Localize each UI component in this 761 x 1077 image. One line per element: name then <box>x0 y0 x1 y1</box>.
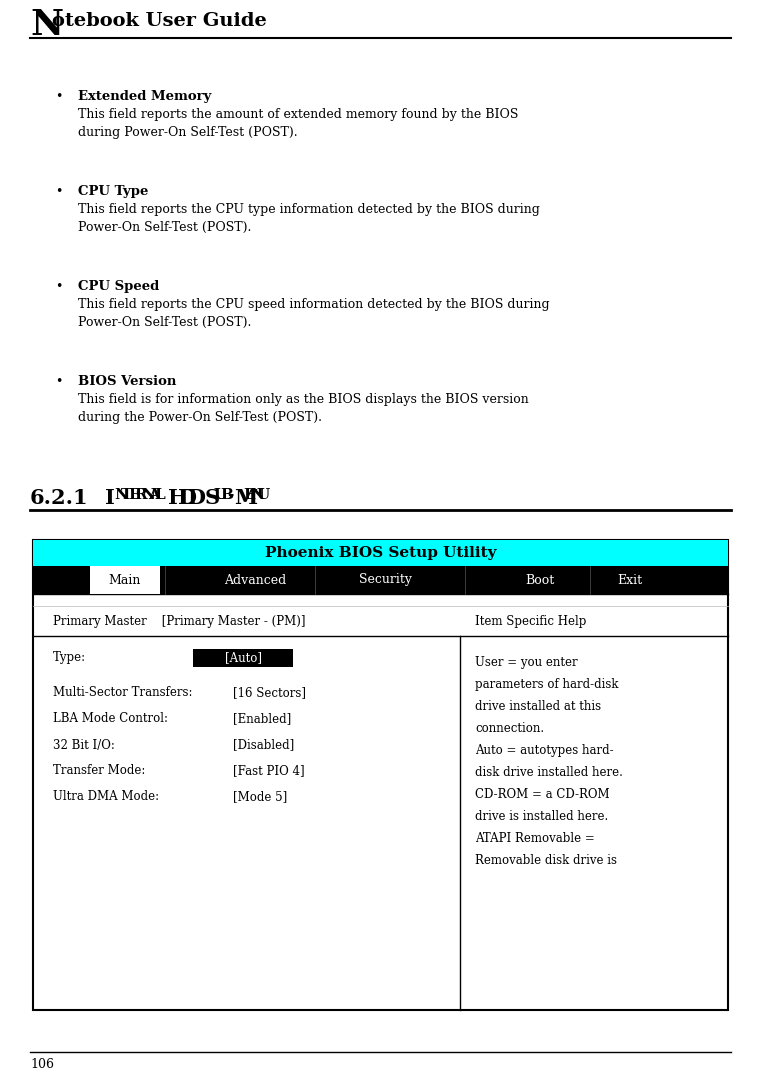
Text: Ultra DMA Mode:: Ultra DMA Mode: <box>53 791 159 803</box>
Text: Boot: Boot <box>525 573 555 587</box>
Text: This field is for information only as the BIOS displays the BIOS version: This field is for information only as th… <box>78 393 529 406</box>
Text: BIOS Version: BIOS Version <box>78 375 177 388</box>
Text: CPU Speed: CPU Speed <box>78 280 159 293</box>
Text: connection.: connection. <box>475 722 544 735</box>
Text: Removable disk drive is: Removable disk drive is <box>475 854 617 867</box>
Text: R: R <box>135 488 147 502</box>
Text: [Mode 5]: [Mode 5] <box>233 791 287 803</box>
Text: disk drive installed here.: disk drive installed here. <box>475 766 622 779</box>
Text: Primary Master    [Primary Master - (PM)]: Primary Master [Primary Master - (PM)] <box>53 615 305 628</box>
Text: B: B <box>221 488 234 502</box>
Text: M: M <box>234 488 257 508</box>
Bar <box>90 567 160 595</box>
Text: D: D <box>187 488 205 508</box>
Text: 6.2.1: 6.2.1 <box>30 488 88 508</box>
Text: Main: Main <box>109 573 142 587</box>
Text: CD-ROM = a CD-ROM: CD-ROM = a CD-ROM <box>475 788 610 801</box>
Text: This field reports the CPU type information detected by the BIOS during: This field reports the CPU type informat… <box>78 202 540 216</box>
Text: 106: 106 <box>30 1058 54 1071</box>
Text: Security: Security <box>358 573 412 587</box>
Text: Power-On Self-Test (POST).: Power-On Self-Test (POST). <box>78 221 251 234</box>
Text: User = you enter: User = you enter <box>475 656 578 669</box>
Text: Transfer Mode:: Transfer Mode: <box>53 765 145 778</box>
Text: L: L <box>154 488 165 502</box>
Bar <box>193 649 293 667</box>
Text: E: E <box>244 488 255 502</box>
Text: Auto = autotypes hard-: Auto = autotypes hard- <box>475 744 613 757</box>
Text: Exit: Exit <box>617 573 642 587</box>
Bar <box>33 567 728 595</box>
Bar <box>33 540 728 567</box>
Text: D: D <box>178 488 196 508</box>
Text: S: S <box>204 488 219 508</box>
Text: T: T <box>121 488 132 502</box>
Text: N: N <box>30 8 63 42</box>
Text: [Enabled]: [Enabled] <box>233 713 291 726</box>
Text: Advanced: Advanced <box>224 573 286 587</box>
Text: Multi-Sector Transfers:: Multi-Sector Transfers: <box>53 686 193 699</box>
Bar <box>33 540 728 1010</box>
Text: N: N <box>115 488 129 502</box>
Text: LBA Mode Control:: LBA Mode Control: <box>53 713 168 726</box>
Text: parameters of hard-disk: parameters of hard-disk <box>475 679 619 691</box>
Text: -: - <box>227 488 234 502</box>
Text: Item Specific Help: Item Specific Help <box>475 615 587 628</box>
Text: I: I <box>105 488 115 508</box>
Text: [Fast PIO 4]: [Fast PIO 4] <box>233 765 304 778</box>
Text: •: • <box>55 90 62 103</box>
Text: This field reports the amount of extended memory found by the BIOS: This field reports the amount of extende… <box>78 108 518 121</box>
Text: otebook User Guide: otebook User Guide <box>52 12 267 30</box>
Text: Extended Memory: Extended Memory <box>78 90 212 103</box>
Text: [Disabled]: [Disabled] <box>233 739 295 752</box>
Text: This field reports the CPU speed information detected by the BIOS during: This field reports the CPU speed informa… <box>78 298 549 311</box>
Text: drive is installed here.: drive is installed here. <box>475 810 608 823</box>
Text: ATAPI Removable =: ATAPI Removable = <box>475 833 595 845</box>
Text: CPU Type: CPU Type <box>78 185 148 198</box>
Text: 32 Bit I/O:: 32 Bit I/O: <box>53 739 115 752</box>
Text: N: N <box>141 488 155 502</box>
Text: N: N <box>250 488 264 502</box>
Text: Power-On Self-Test (POST).: Power-On Self-Test (POST). <box>78 316 251 328</box>
Text: H: H <box>168 488 188 508</box>
Text: [16 Sectors]: [16 Sectors] <box>233 686 306 699</box>
Text: [Auto]: [Auto] <box>224 652 262 665</box>
Text: A: A <box>148 488 160 502</box>
Text: during Power-On Self-Test (POST).: during Power-On Self-Test (POST). <box>78 126 298 139</box>
Text: Type:: Type: <box>53 652 86 665</box>
Text: E: E <box>128 488 139 502</box>
Text: U: U <box>214 488 228 502</box>
Text: Phoenix BIOS Setup Utility: Phoenix BIOS Setup Utility <box>265 546 496 560</box>
Text: drive installed at this: drive installed at this <box>475 700 601 713</box>
Text: •: • <box>55 375 62 388</box>
Text: during the Power-On Self-Test (POST).: during the Power-On Self-Test (POST). <box>78 411 322 424</box>
Text: •: • <box>55 185 62 198</box>
Text: •: • <box>55 280 62 293</box>
Text: U: U <box>256 488 270 502</box>
